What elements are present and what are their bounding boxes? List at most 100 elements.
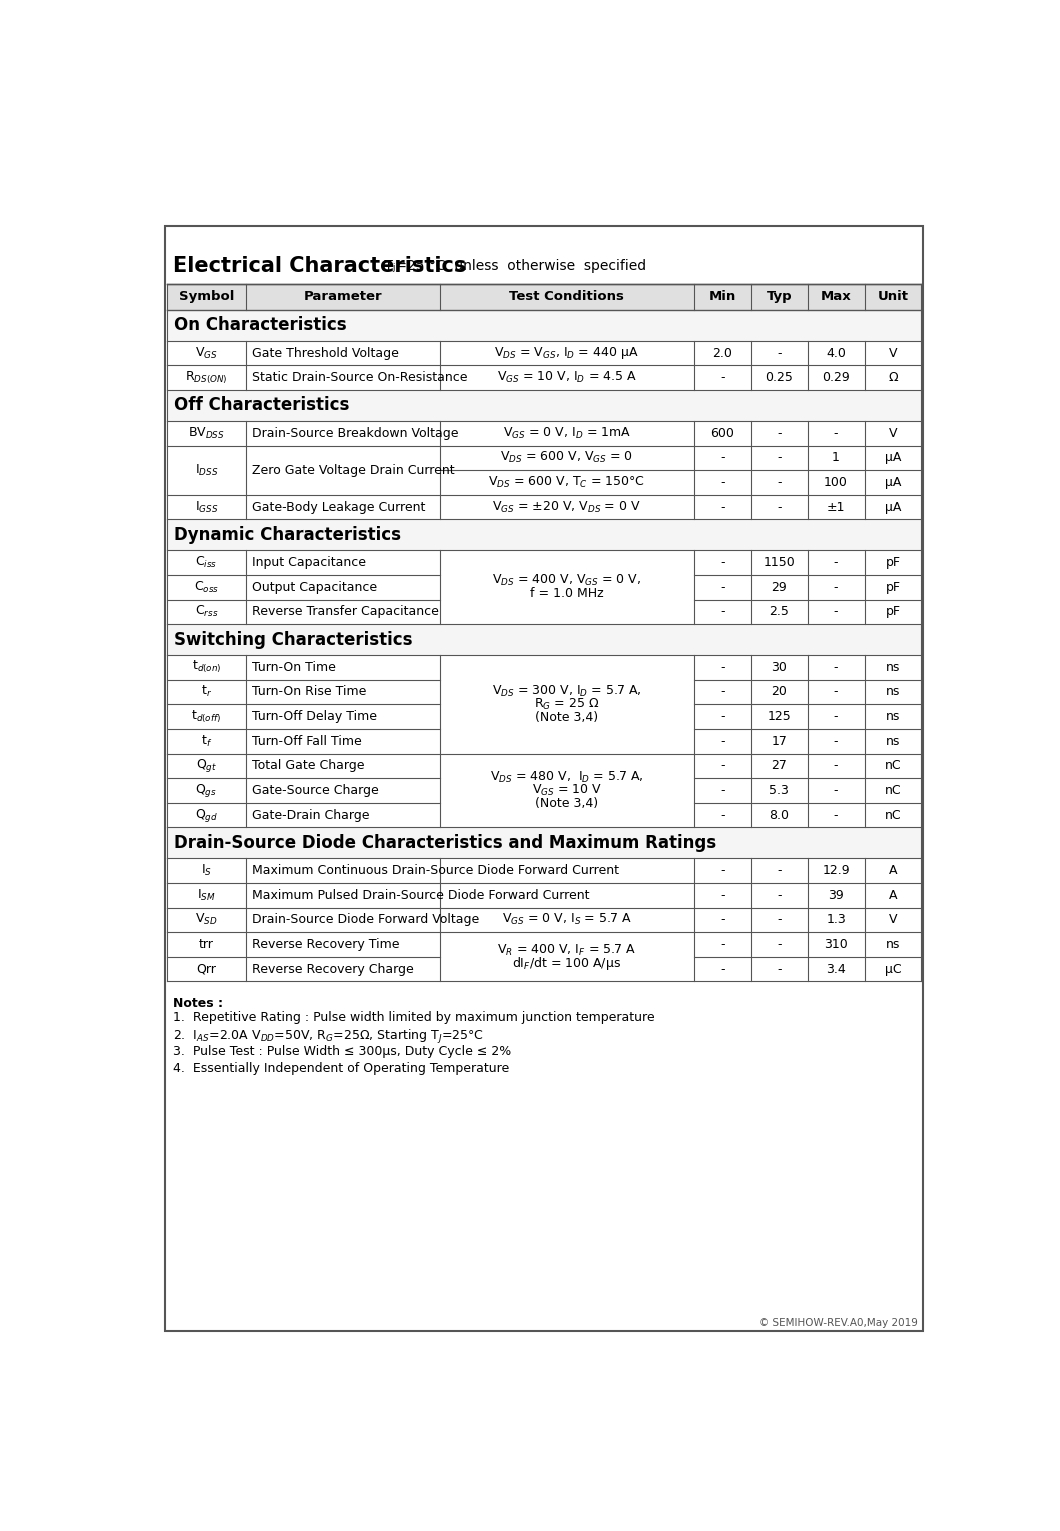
Text: A: A [888, 863, 897, 877]
Text: 4.0: 4.0 [826, 346, 846, 360]
Text: ns: ns [886, 735, 900, 747]
Text: 1.3: 1.3 [826, 914, 846, 926]
Text: 2.0: 2.0 [712, 346, 732, 360]
Text: μA: μA [885, 452, 901, 464]
Text: 39: 39 [828, 888, 844, 902]
Text: V$_{DS}$ = 480 V,  I$_D$ = 5.7 A,: V$_{DS}$ = 480 V, I$_D$ = 5.7 A, [490, 770, 643, 785]
Text: 600: 600 [710, 427, 735, 439]
Text: I$_S$: I$_S$ [201, 863, 212, 879]
Text: nC: nC [885, 759, 901, 772]
Text: -: - [777, 476, 781, 488]
Text: -: - [720, 476, 725, 488]
Text: -: - [720, 735, 725, 747]
Text: ±1: ±1 [827, 501, 846, 513]
Text: μA: μA [885, 476, 901, 488]
Text: V$_{GS}$ = ±20 V, V$_{DS}$ = 0 V: V$_{GS}$ = ±20 V, V$_{DS}$ = 0 V [493, 499, 641, 514]
Text: 0.29: 0.29 [823, 371, 850, 384]
Text: Turn-On Rise Time: Turn-On Rise Time [252, 686, 367, 698]
Text: t$_{d(off)}$: t$_{d(off)}$ [191, 709, 222, 724]
Text: Q$_{gs}$: Q$_{gs}$ [195, 782, 217, 799]
Text: -: - [720, 501, 725, 513]
Text: V$_{GS}$ = 0 V, I$_D$ = 1mA: V$_{GS}$ = 0 V, I$_D$ = 1mA [502, 426, 631, 441]
Text: Total Gate Charge: Total Gate Charge [252, 759, 365, 772]
Text: I$_{SM}$: I$_{SM}$ [197, 888, 216, 903]
Text: Dynamic Characteristics: Dynamic Characteristics [174, 525, 402, 544]
Text: -: - [777, 939, 781, 951]
Text: 8.0: 8.0 [770, 808, 790, 822]
Text: Zero Gate Voltage Drain Current: Zero Gate Voltage Drain Current [252, 464, 455, 476]
Text: BV$_{DSS}$: BV$_{DSS}$ [188, 426, 225, 441]
Text: -: - [720, 939, 725, 951]
Text: -: - [777, 452, 781, 464]
Text: -: - [720, 888, 725, 902]
Text: V$_{GS}$ = 10 V: V$_{GS}$ = 10 V [532, 782, 602, 798]
Text: -: - [777, 501, 781, 513]
Text: V$_{GS}$ = 10 V, I$_D$ = 4.5 A: V$_{GS}$ = 10 V, I$_D$ = 4.5 A [497, 371, 637, 386]
Text: Static Drain-Source On-Resistance: Static Drain-Source On-Resistance [252, 371, 467, 384]
Text: Q$_{gd}$: Q$_{gd}$ [195, 807, 218, 824]
Bar [166, 519, 921, 550]
Text: Reverse Recovery Charge: Reverse Recovery Charge [252, 963, 414, 975]
Text: 1.  Repetitive Rating : Pulse width limited by maximum junction temperature: 1. Repetitive Rating : Pulse width limit… [173, 1010, 654, 1024]
Text: V$_{SD}$: V$_{SD}$ [195, 912, 217, 928]
Text: Turn-Off Delay Time: Turn-Off Delay Time [252, 710, 377, 723]
Text: Symbol: Symbol [179, 291, 234, 303]
Bar [166, 283, 921, 309]
Text: C$_{oss}$: C$_{oss}$ [194, 580, 219, 594]
Text: nC: nC [885, 784, 901, 798]
Text: V$_{GS}$ = 0 V, I$_S$ = 5.7 A: V$_{GS}$ = 0 V, I$_S$ = 5.7 A [502, 912, 632, 928]
Text: V: V [888, 914, 897, 926]
Text: -: - [720, 863, 725, 877]
Text: -: - [777, 863, 781, 877]
Text: -: - [834, 661, 838, 674]
Text: V$_{DS}$ = 600 V, V$_{GS}$ = 0: V$_{DS}$ = 600 V, V$_{GS}$ = 0 [500, 450, 633, 465]
Text: nC: nC [885, 808, 901, 822]
Text: t$_r$: t$_r$ [201, 684, 212, 700]
Text: 3.  Pulse Test : Pulse Width ≤ 300μs, Duty Cycle ≤ 2%: 3. Pulse Test : Pulse Width ≤ 300μs, Dut… [173, 1044, 511, 1058]
Text: -: - [720, 808, 725, 822]
Text: R$_G$ = 25 Ω: R$_G$ = 25 Ω [534, 697, 600, 712]
Text: 125: 125 [767, 710, 791, 723]
Text: 2.  I$_{AS}$=2.0A V$_{DD}$=50V, R$_G$=25Ω, Starting T$_J$=25°C: 2. I$_{AS}$=2.0A V$_{DD}$=50V, R$_G$=25Ω… [173, 1027, 483, 1046]
Text: Qrr: Qrr [196, 963, 216, 975]
Text: Maximum Pulsed Drain-Source Diode Forward Current: Maximum Pulsed Drain-Source Diode Forwar… [252, 888, 590, 902]
Text: 5.3: 5.3 [770, 784, 789, 798]
Text: Ω: Ω [888, 371, 898, 384]
Bar [166, 827, 921, 859]
Text: -: - [720, 661, 725, 674]
Text: Turn-Off Fall Time: Turn-Off Fall Time [252, 735, 363, 747]
Text: Switching Characteristics: Switching Characteristics [174, 631, 412, 649]
Text: -: - [720, 759, 725, 772]
Text: pF: pF [885, 580, 901, 594]
Text: -: - [834, 784, 838, 798]
Text: V$_{DS}$ = 600 V, T$_C$ = 150°C: V$_{DS}$ = 600 V, T$_C$ = 150°C [489, 475, 646, 490]
Text: Electrical Characteristics: Electrical Characteristics [173, 256, 466, 276]
Text: V: V [888, 427, 897, 439]
Text: Gate-Source Charge: Gate-Source Charge [252, 784, 379, 798]
Text: 3.4: 3.4 [826, 963, 846, 975]
Text: V$_R$ = 400 V, I$_F$ = 5.7 A: V$_R$ = 400 V, I$_F$ = 5.7 A [497, 943, 636, 958]
Text: Gate-Body Leakage Current: Gate-Body Leakage Current [252, 501, 426, 513]
Text: Typ: Typ [766, 291, 792, 303]
Text: -: - [720, 784, 725, 798]
Text: Reverse Transfer Capacitance: Reverse Transfer Capacitance [252, 605, 439, 619]
Text: -: - [720, 580, 725, 594]
Text: A: A [888, 888, 897, 902]
Text: f = 1.0 MHz: f = 1.0 MHz [530, 588, 603, 600]
Text: C$_{rss}$: C$_{rss}$ [195, 605, 218, 620]
Text: Notes :: Notes : [173, 997, 223, 1010]
Text: Q$_{gt}$: Q$_{gt}$ [196, 758, 217, 775]
Text: -: - [834, 605, 838, 619]
Text: 27: 27 [772, 759, 788, 772]
Text: Tⱼ=25 °C  unless  otherwise  specified: Tⱼ=25 °C unless otherwise specified [381, 259, 647, 273]
Text: Unit: Unit [878, 291, 908, 303]
Text: t$_f$: t$_f$ [200, 733, 212, 749]
Text: 2.5: 2.5 [770, 605, 789, 619]
Text: 30: 30 [772, 661, 788, 674]
Text: -: - [720, 605, 725, 619]
Text: ns: ns [886, 710, 900, 723]
Text: I$_{DSS}$: I$_{DSS}$ [195, 462, 218, 478]
Text: Gate Threshold Voltage: Gate Threshold Voltage [252, 346, 400, 360]
Text: Reverse Recovery Time: Reverse Recovery Time [252, 939, 400, 951]
Text: pF: pF [885, 556, 901, 570]
